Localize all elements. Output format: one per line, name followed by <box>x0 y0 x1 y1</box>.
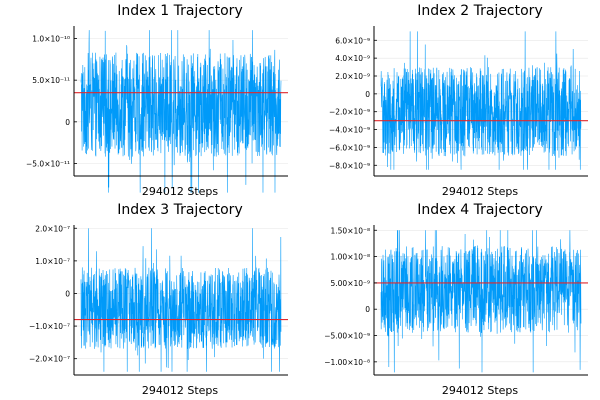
panel-title: Index 2 Trajectory <box>417 3 542 19</box>
panel-title: Index 1 Trajectory <box>117 3 242 19</box>
y-tick-label: 0 <box>365 90 370 99</box>
y-tick-label: 0 <box>65 118 70 127</box>
y-tick-label: −4.0×10⁻⁹ <box>329 126 370 135</box>
trajectory-series <box>380 230 582 373</box>
y-tick-label: −2.0×10⁻⁷ <box>29 355 70 364</box>
trajectory-series <box>80 30 282 193</box>
y-tick-label: 5.00×10⁻⁹ <box>331 279 371 288</box>
panel-index-1: Index 1 Trajectory −5.0×10⁻¹¹ 0 5.0×10⁻¹¹ 1… <box>26 3 288 198</box>
y-tick-label: 1.0×10⁻¹⁰ <box>32 35 70 44</box>
panel-title: Index 3 Trajectory <box>117 202 242 218</box>
x-axis-label: 294012 Steps <box>142 185 219 198</box>
y-tick-label: −2.0×10⁻⁹ <box>329 108 370 117</box>
y-tick-labels: −5.0×10⁻¹¹ 0 5.0×10⁻¹¹ 1.0×10⁻¹⁰ <box>26 35 77 169</box>
y-tick-label: −1.0×10⁻⁷ <box>29 322 70 331</box>
y-tick-labels: −1.00×10⁻⁸ −5.00×10⁻⁹ 0 5.00×10⁻⁹ 1.00×10⁻⁸ 1… <box>324 226 377 367</box>
y-tick-label: 4.0×10⁻⁹ <box>335 54 370 63</box>
y-tick-label: 0 <box>65 289 70 298</box>
y-tick-label: 2.0×10⁻⁷ <box>35 224 70 233</box>
panel-index-2: Index 2 Trajectory −8.0×10⁻⁹ −6.0×10⁻⁹ −4.… <box>329 3 588 198</box>
y-tick-label: −1.00×10⁻⁸ <box>324 358 370 367</box>
x-axis-label: 294012 Steps <box>142 384 219 397</box>
y-tick-labels: −2.0×10⁻⁷ −1.0×10⁻⁷ 0 1.0×10⁻⁷ 2.0×10⁻⁷ <box>29 224 77 364</box>
y-tick-label: 5.0×10⁻¹¹ <box>32 76 70 85</box>
panel-index-4: Index 4 Trajectory −1.00×10⁻⁸ −5.00×10⁻⁹ 0… <box>324 202 588 397</box>
y-tick-label: −6.0×10⁻⁹ <box>329 143 370 152</box>
panel-index-3: Index 3 Trajectory −2.0×10⁻⁷ −1.0×10⁻⁷ 0 1.… <box>29 202 288 397</box>
y-tick-label: 2.0×10⁻⁹ <box>335 72 370 81</box>
y-tick-label: 0 <box>365 305 370 314</box>
y-tick-labels: −8.0×10⁻⁹ −6.0×10⁻⁹ −4.0×10⁻⁹ −2.0×10⁻⁹ 0 2.0… <box>329 36 377 170</box>
y-tick-label: −5.0×10⁻¹¹ <box>26 160 70 169</box>
y-tick-label: 6.0×10⁻⁹ <box>335 36 370 45</box>
x-axis-label: 294012 Steps <box>442 185 519 198</box>
y-tick-label: 1.0×10⁻⁷ <box>35 257 70 266</box>
trajectory-series <box>80 228 282 372</box>
y-tick-label: −8.0×10⁻⁹ <box>329 161 370 170</box>
trajectory-series <box>380 31 582 170</box>
y-tick-label: 1.00×10⁻⁸ <box>331 253 371 262</box>
y-tick-label: −5.00×10⁻⁹ <box>324 332 370 341</box>
x-axis-label: 294012 Steps <box>442 384 519 397</box>
panel-title: Index 4 Trajectory <box>417 202 542 218</box>
y-tick-label: 1.50×10⁻⁸ <box>331 226 371 235</box>
